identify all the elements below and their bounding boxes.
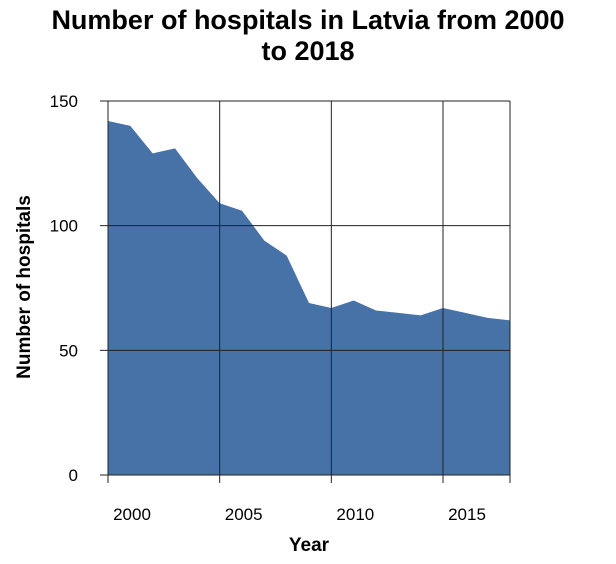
y-tick-label-100: 100 [50,217,78,236]
y-tick-label-0: 0 [69,466,78,485]
area-series-hospitals [108,120,510,475]
x-axis-label: Year [289,535,330,556]
x-tick-label-2000: 2000 [113,505,151,524]
y-tick-label-50: 50 [59,341,78,360]
x-tick-label-2005: 2005 [225,505,263,524]
plot-area: 0 50 100 150 2000 2005 2010 2015 [50,92,511,524]
x-tick-label-2015: 2015 [448,505,486,524]
y-tick-label-150: 150 [50,92,78,111]
x-tick-label-2010: 2010 [336,505,374,524]
chart-title-line-1: Number of hospitals in Latvia from 2000 [51,5,564,35]
y-axis-label: Number of hospitals [14,195,35,379]
chart-title-line-2: to 2018 [261,36,354,66]
